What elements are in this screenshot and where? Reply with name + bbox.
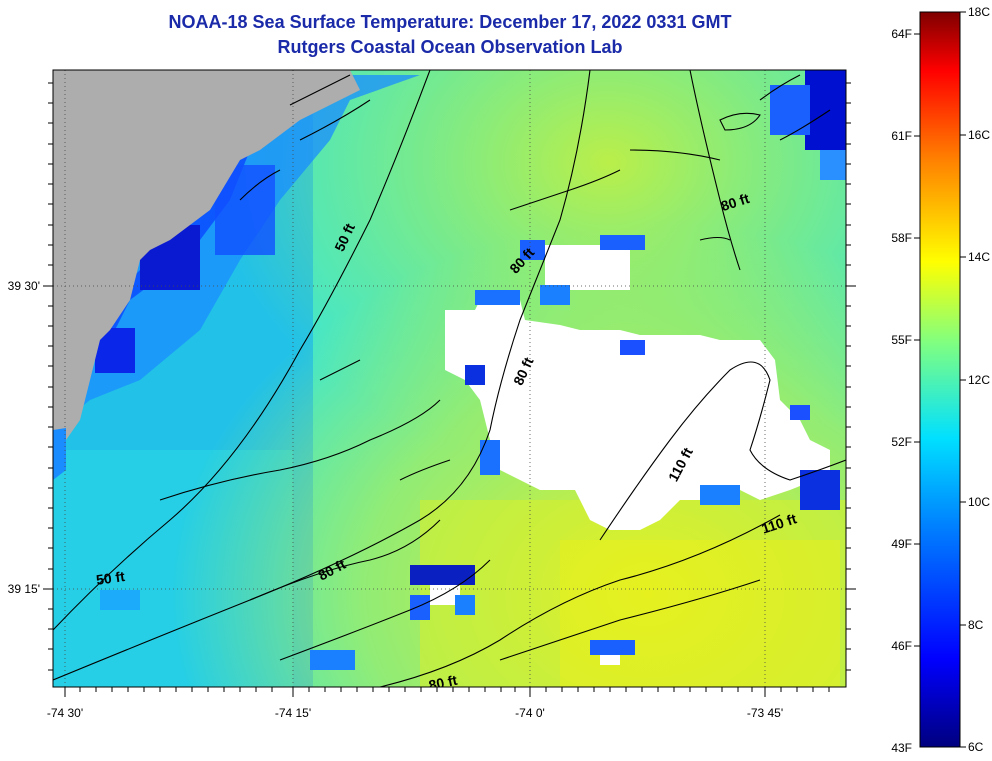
contour-label: 50 ft (95, 568, 126, 588)
x-tick-label: -74 0' (515, 706, 545, 720)
colorbar-c-label: 8C (968, 618, 984, 632)
bathymetry-contours (53, 70, 846, 687)
colorbar-c-label: 14C (968, 250, 990, 264)
lat-lon-grid (53, 70, 846, 687)
colorbar-c-label: 10C (968, 495, 990, 509)
cloud-mask-north (545, 245, 630, 290)
y-tick-label: 39 30' (8, 279, 40, 293)
cloud-mask (445, 300, 830, 530)
colorbar: 64F 61F 58F 55F 52F 49F 46F 43F 18C 16C … (891, 5, 990, 755)
x-tick-label: -73 45' (747, 706, 783, 720)
x-tick-label: -74 30' (47, 706, 83, 720)
map-title: NOAA-18 Sea Surface Temperature: Decembe… (168, 12, 732, 32)
sst-field: 50 ft 50 ft 80 ft 80 ft 80 ft 80 ft 80 f… (53, 70, 846, 694)
map-subtitle: Rutgers Coastal Ocean Observation Lab (277, 37, 623, 57)
contour-label: 80 ft (427, 672, 459, 694)
colorbar-f-label: 58F (891, 231, 912, 245)
colorbar-c-label: 16C (968, 128, 990, 142)
colorbar-f-label: 43F (891, 741, 912, 755)
colorbar-f-label: 55F (891, 333, 912, 347)
colorbar-c-label: 12C (968, 373, 990, 387)
colorbar-f-label: 64F (891, 27, 912, 41)
colorbar-f-label: 49F (891, 537, 912, 551)
colorbar-f-label: 46F (891, 639, 912, 653)
colorbar-f-label: 61F (891, 129, 912, 143)
x-tick-label: -74 15' (275, 706, 311, 720)
colorbar-c-label: 18C (968, 5, 990, 19)
colorbar-f-label: 52F (891, 435, 912, 449)
land-mass (53, 70, 360, 470)
y-tick-label: 39 15' (8, 582, 40, 596)
plot-frame (52, 69, 847, 688)
axis-labels: -74 30' -74 15' -74 0' -73 45' 39 30' 39… (8, 279, 783, 720)
colorbar-c-label: 6C (968, 740, 984, 754)
axis-ticks (43, 82, 856, 697)
